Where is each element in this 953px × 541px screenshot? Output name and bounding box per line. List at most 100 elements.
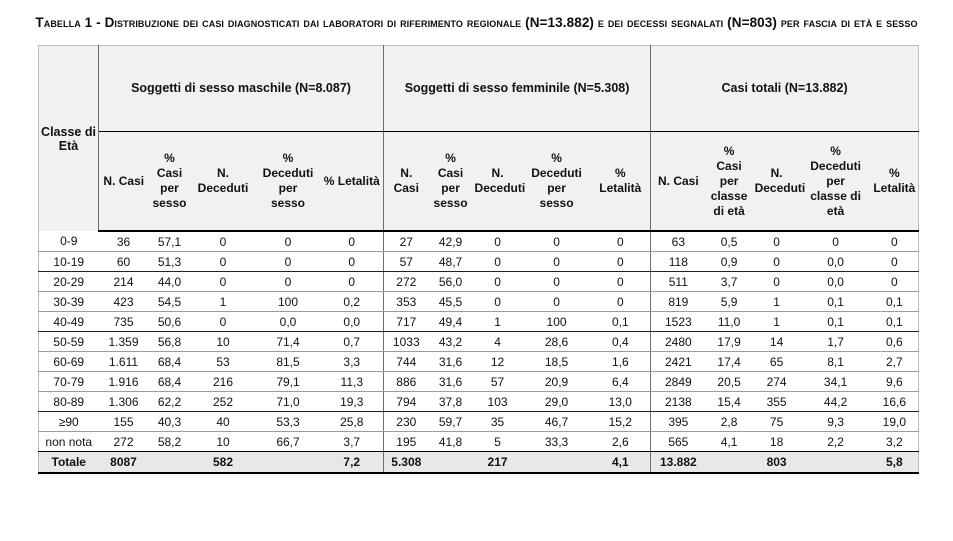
value-cell: 48,7 xyxy=(428,251,473,273)
group-header-female: Soggetti di sesso femminile (N=5.308) xyxy=(383,45,651,132)
value-cell: 1 xyxy=(752,311,801,333)
value-cell: 216 xyxy=(190,371,256,393)
value-cell: 56,8 xyxy=(148,331,191,353)
value-cell: 717 xyxy=(383,311,429,333)
value-cell: 79,1 xyxy=(255,371,321,393)
total-value-cell xyxy=(705,451,753,475)
value-cell: 0 xyxy=(522,291,591,313)
value-cell: 4,1 xyxy=(705,431,753,453)
total-value-cell xyxy=(428,451,473,475)
value-cell: 58,2 xyxy=(148,431,191,453)
table-row: ≥90 155 40,3 40 53,3 25,8 230 59,7 35 46,7 15,2 395… xyxy=(38,411,919,433)
table-footer: Totale 8087 582 7,2 5.308 217 4,1 13.882 803 5,8 xyxy=(38,451,919,475)
col-header: % Letalità xyxy=(590,131,651,233)
value-cell: 71,4 xyxy=(255,331,321,353)
value-cell: 0 xyxy=(752,271,801,293)
value-cell: 2,2 xyxy=(800,431,871,453)
value-cell: 272 xyxy=(98,431,149,453)
value-cell: 0,1 xyxy=(870,291,919,313)
value-cell: 65 xyxy=(752,351,801,373)
value-cell: 0 xyxy=(870,271,919,293)
value-cell: 8,1 xyxy=(800,351,871,373)
value-cell: 118 xyxy=(650,251,706,273)
value-cell: 29,0 xyxy=(522,391,591,413)
total-value-cell: 13.882 xyxy=(650,451,706,475)
value-cell: 56,0 xyxy=(428,271,473,293)
col-header: % Deceduti per sesso xyxy=(255,131,321,233)
value-cell: 19,3 xyxy=(320,391,384,413)
age-class-cell: 30-39 xyxy=(38,291,99,313)
table-body: 0-9 36 57,1 0 0 0 27 42,9 0 0 0 63 0,5 0 0 0 10-19 60 51,3… xyxy=(38,231,919,453)
value-cell: 0,2 xyxy=(320,291,384,313)
value-cell: 2849 xyxy=(650,371,706,393)
value-cell: 62,2 xyxy=(148,391,191,413)
value-cell: 4 xyxy=(472,331,523,353)
value-cell: 0,1 xyxy=(800,311,871,333)
col-header: N. Casi xyxy=(98,131,149,233)
value-cell: 355 xyxy=(752,391,801,413)
col-header: % Deceduti per sesso xyxy=(522,131,591,233)
value-cell: 214 xyxy=(98,271,149,293)
value-cell: 71,0 xyxy=(255,391,321,413)
table-row: 60-69 1.611 68,4 53 81,5 3,3 744 31,6 12 18,5 1,6 2… xyxy=(38,351,919,373)
value-cell: 0,1 xyxy=(590,311,651,333)
value-cell: 11,3 xyxy=(320,371,384,393)
total-value-cell xyxy=(255,451,321,475)
value-cell: 9,6 xyxy=(870,371,919,393)
value-cell: 0 xyxy=(190,271,256,293)
value-cell: 155 xyxy=(98,411,149,433)
value-cell: 1.306 xyxy=(98,391,149,413)
value-cell: 565 xyxy=(650,431,706,453)
value-cell: 5,9 xyxy=(705,291,753,313)
value-cell: 0,7 xyxy=(320,331,384,353)
value-cell: 0 xyxy=(255,271,321,293)
value-cell: 2,8 xyxy=(705,411,753,433)
value-cell: 819 xyxy=(650,291,706,313)
value-cell: 1.916 xyxy=(98,371,149,393)
col-header: % Casi per classe di età xyxy=(705,131,753,233)
value-cell: 14 xyxy=(752,331,801,353)
value-cell: 45,5 xyxy=(428,291,473,313)
value-cell: 272 xyxy=(383,271,429,293)
value-cell: 31,6 xyxy=(428,351,473,373)
value-cell: 0,1 xyxy=(870,311,919,333)
value-cell: 0 xyxy=(472,291,523,313)
value-cell: 1 xyxy=(752,291,801,313)
total-value-cell: 217 xyxy=(472,451,523,475)
value-cell: 5 xyxy=(472,431,523,453)
value-cell: 735 xyxy=(98,311,149,333)
value-cell: 0 xyxy=(800,231,871,253)
value-cell: 81,5 xyxy=(255,351,321,373)
value-cell: 2,7 xyxy=(870,351,919,373)
col-header: % Casi per sesso xyxy=(148,131,191,233)
value-cell: 35 xyxy=(472,411,523,433)
corner-header: Classe di Età xyxy=(38,45,99,232)
value-cell: 17,9 xyxy=(705,331,753,353)
value-cell: 37,8 xyxy=(428,391,473,413)
value-cell: 103 xyxy=(472,391,523,413)
value-cell: 57 xyxy=(383,251,429,273)
value-cell: 195 xyxy=(383,431,429,453)
value-cell: 17,4 xyxy=(705,351,753,373)
value-cell: 511 xyxy=(650,271,706,293)
value-cell: 13,0 xyxy=(590,391,651,413)
age-class-cell: 50-59 xyxy=(38,331,99,353)
table-title: Tabella 1 - Distribuzione dei casi diagn… xyxy=(35,15,918,30)
value-cell: 0 xyxy=(190,251,256,273)
value-cell: 20,5 xyxy=(705,371,753,393)
value-cell: 66,7 xyxy=(255,431,321,453)
col-header: % Letalità xyxy=(870,131,919,233)
value-cell: 3,7 xyxy=(320,431,384,453)
total-value-cell: 582 xyxy=(190,451,256,475)
col-header: N. Deceduti xyxy=(752,131,805,233)
value-cell: 0 xyxy=(255,251,321,273)
value-cell: 353 xyxy=(383,291,429,313)
total-value-cell: 5.308 xyxy=(383,451,429,475)
value-cell: 0 xyxy=(320,251,384,273)
value-cell: 40,3 xyxy=(148,411,191,433)
age-class-cell: 0-9 xyxy=(38,231,99,253)
value-cell: 18,5 xyxy=(522,351,591,373)
value-cell: 10 xyxy=(190,331,256,353)
col-header: % Casi per sesso xyxy=(428,131,473,233)
table-row: 50-59 1.359 56,8 10 71,4 0,7 1033 43,2 4 28,6 0,4 2… xyxy=(38,331,919,353)
